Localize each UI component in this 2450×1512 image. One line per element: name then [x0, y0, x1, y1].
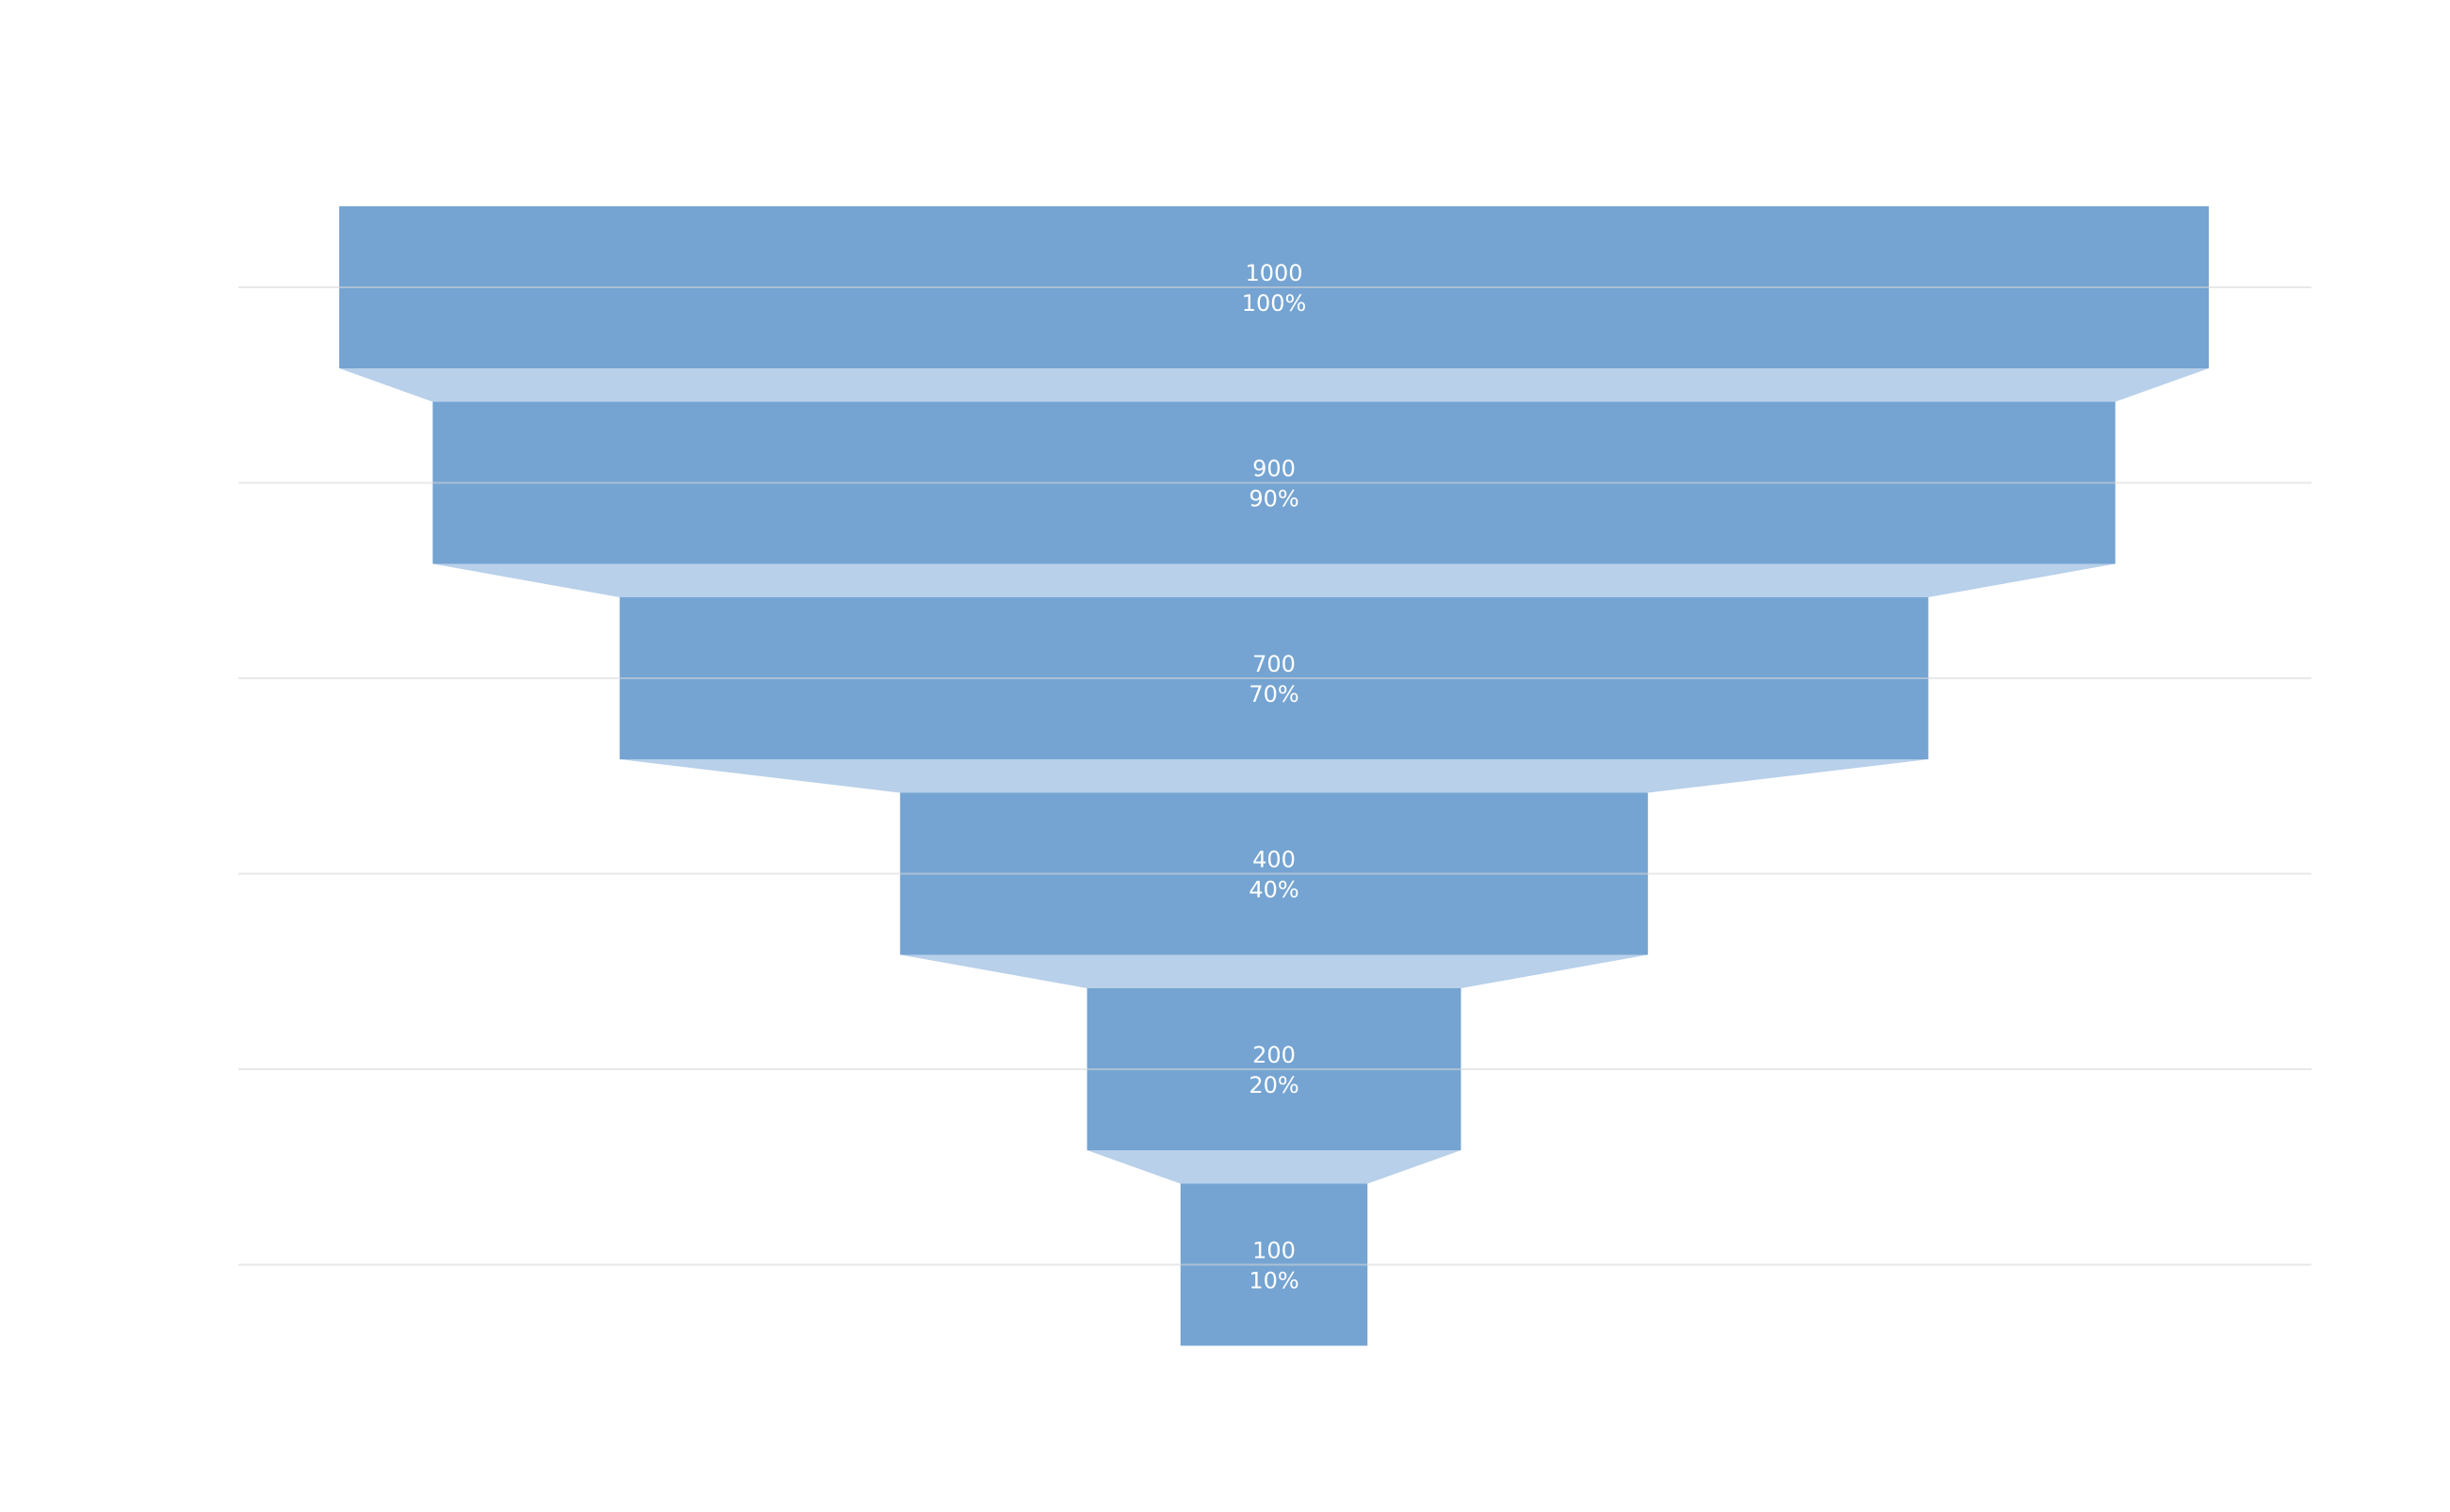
- funnel-connector: [900, 954, 1648, 988]
- funnel-percent-label: 20%: [1249, 1072, 1298, 1098]
- funnel-percent-label: 90%: [1249, 486, 1298, 512]
- funnel-value-label: 700: [1252, 651, 1296, 677]
- funnel-value-label: 1000: [1245, 260, 1302, 286]
- funnel-connector: [619, 759, 1929, 793]
- funnel-value-label: 900: [1252, 456, 1296, 482]
- gridlines: [238, 286, 2311, 1266]
- funnel-connector: [433, 563, 2115, 597]
- funnel-percent-label: 70%: [1249, 681, 1298, 707]
- funnel-value-label: 200: [1252, 1042, 1296, 1068]
- funnel-value-label: 400: [1252, 847, 1296, 873]
- funnel-percent-label: 40%: [1249, 877, 1298, 903]
- funnel-connectors: [339, 368, 2209, 1184]
- funnel-value-label: 100: [1252, 1238, 1296, 1264]
- funnel-percent-label: 10%: [1249, 1268, 1298, 1294]
- funnel-connector: [1086, 1150, 1462, 1184]
- funnel-connector: [339, 368, 2209, 402]
- funnel-labels: 1000 100% 900 90% 700 70% 400 40% 200 20% 100 10%: [1242, 260, 1307, 1294]
- funnel-percent-label: 100%: [1242, 290, 1307, 317]
